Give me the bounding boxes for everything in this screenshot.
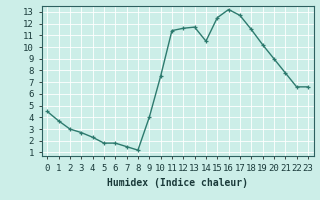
- X-axis label: Humidex (Indice chaleur): Humidex (Indice chaleur): [107, 178, 248, 188]
